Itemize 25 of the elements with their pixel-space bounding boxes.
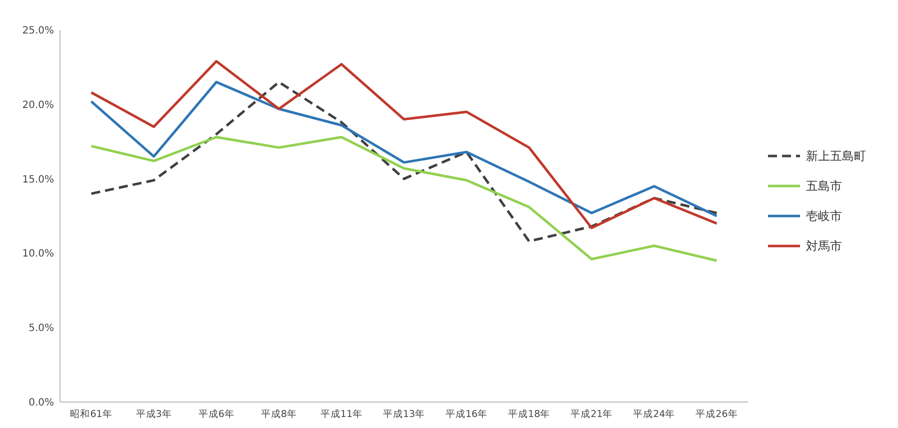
y-tick-label: 15.0% [22, 174, 54, 186]
x-tick-label: 平成21年 [570, 408, 613, 420]
legend-label: 壱岐市 [806, 209, 842, 224]
x-tick-label: 平成6年 [198, 408, 234, 420]
x-tick-label: 平成13年 [382, 408, 426, 420]
line-series [90, 80, 718, 218]
x-tick-label: 平成11年 [320, 408, 362, 420]
x-tick-label: 平成8年 [260, 408, 297, 420]
x-tick-label: 平成16年 [446, 408, 488, 420]
y-tick-label: 20.0% [22, 100, 54, 111]
line-series [90, 136, 718, 262]
legend-label: 対馬市 [806, 239, 842, 254]
x-tick-label: 平成24年 [633, 408, 676, 420]
y-tick-label: 0.0% [28, 398, 54, 408]
x-tick-label: 昭和61年 [70, 408, 112, 420]
legend-label: 新上五島町 [806, 149, 866, 164]
x-tick-label: 平成3年 [136, 408, 172, 420]
y-tick-label: 25.0% [22, 26, 54, 36]
y-tick-label: 5.0% [28, 323, 54, 334]
line-series [90, 80, 718, 243]
legend-label: 五島市 [806, 179, 842, 194]
y-tick-label: 10.0% [22, 248, 54, 260]
x-tick-label: 平成18年 [508, 408, 550, 420]
x-tick-label: 平成26年 [696, 408, 738, 420]
line-series [90, 60, 718, 230]
